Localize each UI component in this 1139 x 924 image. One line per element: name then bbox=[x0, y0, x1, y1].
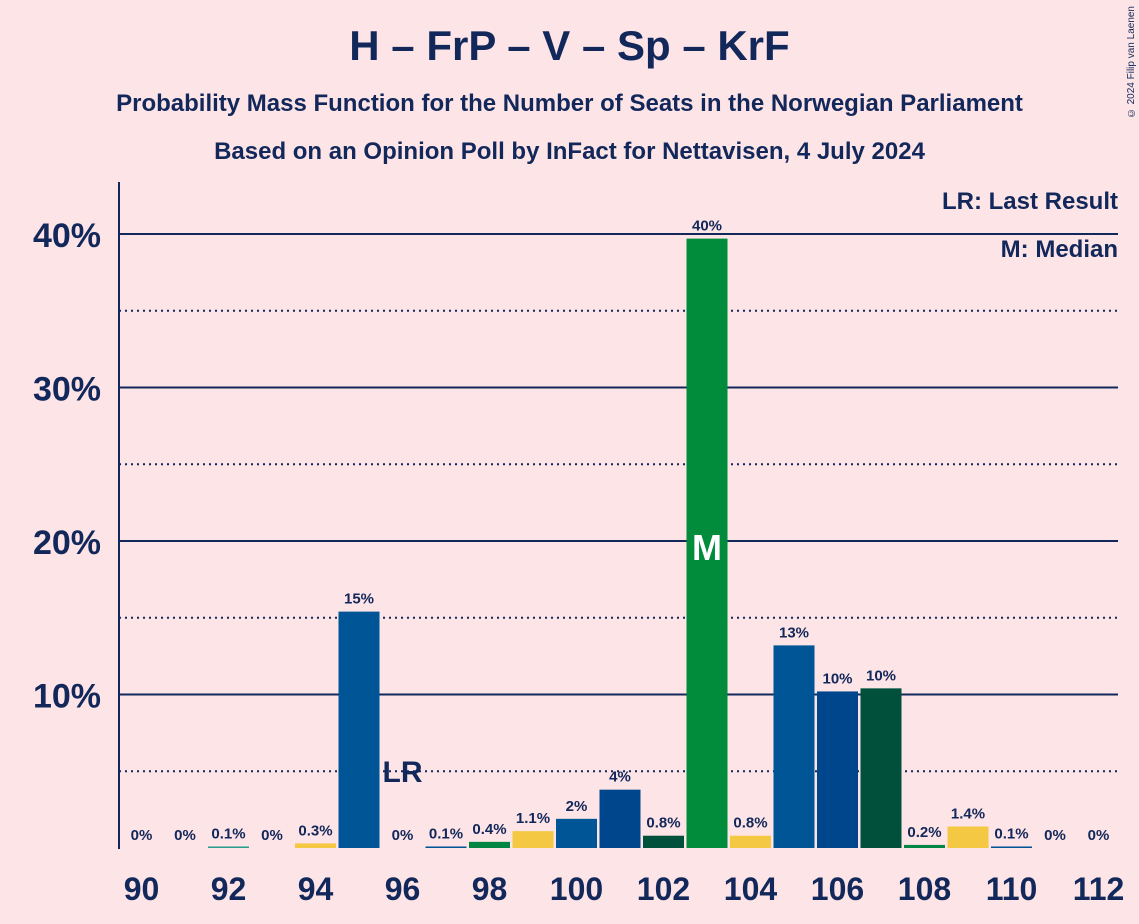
bar-seat-107 bbox=[860, 688, 902, 848]
value-label: 0.8% bbox=[733, 815, 767, 832]
chart-title: H – FrP – V – Sp – KrF bbox=[349, 22, 790, 69]
value-label: 1.4% bbox=[951, 806, 985, 823]
value-labels: 0% 0% 0.1% 0% 0.3% 15% 0% 0.1% 0.4% 1.1% 2% 4% 0.8% 4… bbox=[131, 218, 1110, 844]
bar-seat-108 bbox=[904, 844, 945, 848]
x-tick-label: 112 bbox=[1073, 871, 1125, 907]
x-tick-label: 106 bbox=[811, 871, 864, 907]
value-label: 13% bbox=[779, 624, 809, 641]
bar-seat-109 bbox=[947, 826, 989, 848]
x-tick-label: 94 bbox=[298, 871, 334, 907]
x-tick-label: 98 bbox=[472, 871, 508, 907]
y-tick-label: 40% bbox=[33, 217, 101, 255]
bar-seat-94 bbox=[295, 843, 336, 848]
value-label: 0.1% bbox=[429, 825, 463, 842]
bar-seat-92 bbox=[208, 846, 249, 848]
x-tick-label: 102 bbox=[637, 871, 690, 907]
value-label: 0.1% bbox=[211, 825, 245, 842]
value-label: 2% bbox=[566, 798, 588, 815]
x-tick-label: 90 bbox=[124, 871, 160, 907]
value-label: 0% bbox=[261, 827, 283, 844]
value-label: 0.2% bbox=[907, 824, 941, 841]
median-marker: M bbox=[692, 527, 722, 568]
value-label: 10% bbox=[866, 667, 896, 684]
bar-seat-97 bbox=[425, 846, 467, 848]
bar-seat-98 bbox=[469, 841, 510, 848]
value-label: 1.1% bbox=[516, 810, 550, 827]
x-axis-ticks: 90 92 94 96 98 100 102 104 106 108 110 112 bbox=[124, 871, 1125, 907]
bar-seat-100 bbox=[556, 818, 597, 848]
bar-seat-101 bbox=[599, 789, 641, 848]
last-result-marker: LR bbox=[383, 756, 423, 789]
x-tick-label: 110 bbox=[986, 871, 1038, 907]
bar-seat-106 bbox=[817, 691, 858, 848]
value-label: 0.3% bbox=[298, 822, 332, 839]
value-label: 0.4% bbox=[472, 821, 506, 838]
x-tick-label: 104 bbox=[724, 871, 778, 907]
legend-median: M: Median bbox=[1001, 236, 1118, 263]
value-label: 0% bbox=[1044, 827, 1066, 844]
bars bbox=[208, 238, 1032, 849]
chart-subtitle: Probability Mass Function for the Number… bbox=[116, 90, 1023, 117]
bar-seat-110 bbox=[991, 846, 1032, 848]
value-label: 10% bbox=[822, 670, 852, 687]
x-tick-label: 92 bbox=[211, 871, 247, 907]
y-axis-ticks: 10% 20% 30% 40% bbox=[33, 217, 101, 716]
x-tick-label: 100 bbox=[550, 871, 603, 907]
value-label: 0.1% bbox=[994, 825, 1028, 842]
x-tick-label: 96 bbox=[385, 871, 421, 907]
y-tick-label: 10% bbox=[33, 678, 101, 716]
bar-seat-105 bbox=[773, 645, 815, 848]
value-label: 0% bbox=[174, 827, 196, 844]
value-label: 0.8% bbox=[646, 815, 680, 832]
bar-seat-99 bbox=[512, 831, 554, 848]
value-label: 40% bbox=[692, 218, 722, 235]
value-label: 0% bbox=[131, 827, 153, 844]
bar-seat-95 bbox=[338, 611, 380, 848]
value-label: 0% bbox=[392, 827, 414, 844]
grid-lines bbox=[119, 233, 1118, 773]
bar-seat-104 bbox=[730, 835, 771, 848]
legend-last-result: LR: Last Result bbox=[942, 188, 1118, 215]
x-tick-label: 108 bbox=[898, 871, 951, 907]
value-label: 4% bbox=[609, 769, 631, 786]
value-label: 0% bbox=[1088, 827, 1110, 844]
y-tick-label: 30% bbox=[33, 371, 101, 409]
y-tick-label: 20% bbox=[33, 524, 101, 562]
value-label: 15% bbox=[344, 591, 374, 608]
bar-seat-103 bbox=[686, 238, 728, 849]
bar-seat-102 bbox=[643, 835, 684, 848]
chart-source-line: Based on an Opinion Poll by InFact for N… bbox=[214, 138, 925, 165]
